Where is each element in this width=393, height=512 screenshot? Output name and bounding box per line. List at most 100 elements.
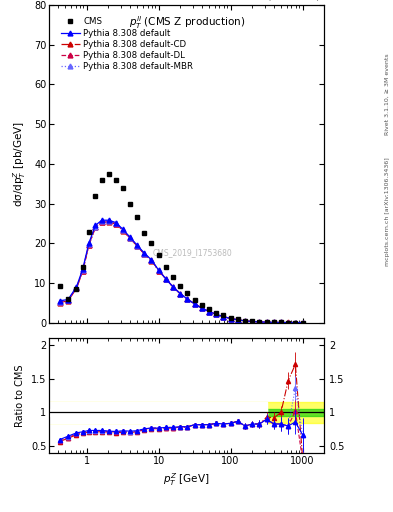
Pythia 8.308 default-CD — [185, 296, 190, 302]
Pythia 8.308 default-MBR — [114, 220, 118, 226]
Pythia 8.308 default-CD — [178, 290, 182, 296]
CMS — [286, 319, 290, 326]
Pythia 8.308 default-CD — [99, 219, 104, 225]
Pythia 8.308 default-DL — [128, 235, 132, 241]
CMS — [207, 306, 211, 312]
Pythia 8.308 default-DL — [279, 319, 283, 326]
Text: $p_T^{ll}$ (CMS Z production): $p_T^{ll}$ (CMS Z production) — [129, 15, 245, 31]
CMS — [178, 283, 182, 289]
Pythia 8.308 default-CD — [114, 221, 118, 227]
Pythia 8.308 default-CD — [257, 319, 262, 325]
Pythia 8.308 default-CD — [121, 227, 125, 233]
CMS — [149, 240, 154, 246]
Pythia 8.308 default-MBR — [66, 297, 70, 303]
Bar — [49, 402, 324, 422]
Pythia 8.308 default-DL — [178, 290, 182, 296]
Pythia 8.308 default-MBR — [149, 257, 154, 263]
Pythia 8.308 default — [74, 284, 79, 290]
Pythia 8.308 default — [286, 319, 290, 326]
Pythia 8.308 default-CD — [214, 311, 219, 317]
Pythia 8.308 default — [207, 308, 211, 314]
Pythia 8.308 default-DL — [286, 319, 290, 326]
Pythia 8.308 default-CD — [221, 313, 226, 319]
Pythia 8.308 default-CD — [149, 258, 154, 264]
Pythia 8.308 default-MBR — [74, 285, 79, 291]
CMS — [81, 264, 85, 270]
Pythia 8.308 default-DL — [66, 297, 70, 304]
Pythia 8.308 default-CD — [135, 243, 140, 249]
CMS — [192, 296, 197, 303]
CMS — [221, 312, 226, 318]
Pythia 8.308 default — [200, 305, 204, 311]
Pythia 8.308 default-DL — [135, 243, 140, 249]
Pythia 8.308 default — [156, 267, 161, 273]
Pythia 8.308 default-MBR — [57, 298, 62, 305]
Pythia 8.308 default-DL — [192, 301, 197, 307]
Text: CMS_2019_I1753680: CMS_2019_I1753680 — [152, 248, 232, 257]
Pythia 8.308 default — [272, 319, 276, 326]
Pythia 8.308 default-DL — [200, 305, 204, 311]
CMS — [200, 302, 204, 308]
Pythia 8.308 default-CD — [279, 319, 283, 326]
Pythia 8.308 default-CD — [128, 236, 132, 242]
Line: Pythia 8.308 default: Pythia 8.308 default — [57, 218, 305, 325]
Pythia 8.308 default-CD — [57, 300, 62, 306]
Pythia 8.308 default-CD — [156, 267, 161, 273]
CMS — [235, 316, 240, 323]
Pythia 8.308 default-DL — [142, 251, 147, 257]
CMS — [171, 274, 175, 280]
Pythia 8.308 default-MBR — [207, 308, 211, 314]
CMS — [93, 193, 98, 199]
Pythia 8.308 default-DL — [114, 221, 118, 227]
Pythia 8.308 default-MBR — [257, 319, 262, 325]
CMS — [128, 200, 132, 206]
Pythia 8.308 default — [81, 266, 85, 272]
Pythia 8.308 default — [279, 319, 283, 326]
Text: mcplots.cern.ch [arXiv:1306.3436]: mcplots.cern.ch [arXiv:1306.3436] — [385, 157, 389, 266]
Pythia 8.308 default-DL — [156, 267, 161, 273]
Pythia 8.308 default-CD — [286, 319, 290, 326]
Pythia 8.308 default-CD — [81, 268, 85, 274]
Pythia 8.308 default — [93, 222, 98, 228]
Pythia 8.308 default-CD — [86, 242, 91, 248]
Pythia 8.308 default-MBR — [121, 227, 125, 233]
Pythia 8.308 default-MBR — [279, 319, 283, 326]
Pythia 8.308 default — [171, 284, 175, 290]
Pythia 8.308 default — [114, 220, 118, 226]
Pythia 8.308 default-MBR — [250, 318, 255, 325]
Pythia 8.308 default-DL — [293, 319, 298, 326]
Pythia 8.308 default — [128, 234, 132, 240]
Pythia 8.308 default-DL — [86, 242, 91, 248]
Pythia 8.308 default-CD — [93, 224, 98, 230]
Pythia 8.308 default-CD — [171, 284, 175, 290]
Pythia 8.308 default-CD — [207, 308, 211, 314]
Pythia 8.308 default-MBR — [264, 319, 269, 325]
Pythia 8.308 default-MBR — [81, 267, 85, 273]
Pythia 8.308 default-DL — [264, 319, 269, 325]
Pythia 8.308 default-MBR — [163, 276, 168, 282]
Pythia 8.308 default-MBR — [171, 284, 175, 290]
X-axis label: $p_T^Z$ [GeV]: $p_T^Z$ [GeV] — [163, 472, 210, 488]
CMS — [57, 283, 62, 289]
Pythia 8.308 default — [228, 315, 233, 322]
Pythia 8.308 default-DL — [250, 318, 255, 325]
Pythia 8.308 default — [99, 217, 104, 223]
Pythia 8.308 default-CD — [264, 319, 269, 325]
CMS — [135, 215, 140, 221]
Pythia 8.308 default-CD — [74, 285, 79, 291]
CMS — [86, 229, 91, 235]
Pythia 8.308 default — [250, 318, 255, 325]
Pythia 8.308 default-DL — [163, 276, 168, 282]
Pythia 8.308 default — [221, 313, 226, 319]
Pythia 8.308 default-MBR — [286, 319, 290, 326]
Y-axis label: Ratio to CMS: Ratio to CMS — [15, 364, 26, 427]
Y-axis label: dσ/dp$_T^Z$ [pb/GeV]: dσ/dp$_T^Z$ [pb/GeV] — [12, 121, 28, 207]
Pythia 8.308 default-CD — [242, 318, 247, 324]
Legend: CMS, Pythia 8.308 default, Pythia 8.308 default-CD, Pythia 8.308 default-DL, Pyt: CMS, Pythia 8.308 default, Pythia 8.308 … — [59, 16, 195, 73]
CMS — [257, 319, 262, 325]
Pythia 8.308 default-DL — [121, 227, 125, 233]
CMS — [99, 177, 104, 183]
Pythia 8.308 default-MBR — [200, 305, 204, 311]
Line: Pythia 8.308 default-CD: Pythia 8.308 default-CD — [57, 219, 305, 325]
CMS — [185, 290, 190, 296]
